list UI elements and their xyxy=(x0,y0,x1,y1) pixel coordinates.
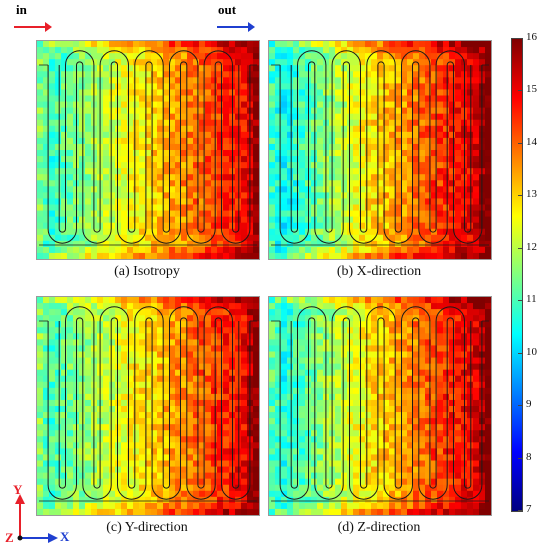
inlet-label: in xyxy=(16,2,27,17)
manifold-line xyxy=(39,64,257,246)
temperature-field xyxy=(269,41,491,259)
colorbar-tick-mark xyxy=(518,247,522,249)
colorbar-tick-label: 7 xyxy=(526,503,532,515)
colorbar-tick-label: 13 xyxy=(526,188,537,201)
manifold-line xyxy=(271,64,489,246)
inlet-arrow-icon xyxy=(14,22,52,32)
colorbar-tick-label: 10 xyxy=(526,345,537,358)
colorbar-tick-mark xyxy=(518,300,522,302)
manifold-line xyxy=(39,320,257,502)
colorbar-tick-label: 15 xyxy=(526,83,537,96)
caption-y-direction: (c) Y-direction xyxy=(106,520,188,535)
colorbar-tick-label: 16 xyxy=(526,31,537,43)
colorbar-tick-mark xyxy=(518,195,522,197)
colorbar-tick-mark xyxy=(518,38,522,39)
serpentine-channel xyxy=(47,306,251,500)
serpentine-channel xyxy=(279,306,483,500)
colorbar xyxy=(511,38,523,512)
panel-isotropy xyxy=(36,40,260,260)
colorbar-tick-label: 12 xyxy=(526,240,537,253)
colorbar-tick-mark xyxy=(518,90,522,92)
x-axis-label: X xyxy=(60,529,70,544)
panel-z-direction xyxy=(268,296,492,516)
caption-x-direction: (b) X-direction xyxy=(336,264,422,279)
panel-y-direction xyxy=(36,296,260,516)
colorbar-tick-label: 9 xyxy=(526,398,532,411)
y-axis-label: Y xyxy=(13,482,23,497)
colorbar-tick-label: 11 xyxy=(526,293,537,306)
colorbar-tick-mark xyxy=(518,142,522,144)
colorbar-tick-label: 8 xyxy=(526,450,532,463)
temperature-field xyxy=(37,297,259,515)
temperature-field xyxy=(269,297,491,515)
colorbar-tick-mark xyxy=(518,510,522,511)
caption-isotropy: (a) Isotropy xyxy=(114,264,180,279)
colorbar-tick-mark xyxy=(518,405,522,407)
colorbar-tick-label: 14 xyxy=(526,135,537,148)
outlet-arrow-icon xyxy=(217,22,255,32)
z-axis-label: Z xyxy=(5,530,14,545)
caption-z-direction: (d) Z-direction xyxy=(337,520,421,535)
serpentine-channel xyxy=(279,50,483,244)
outlet-label: out xyxy=(218,2,237,17)
panel-x-direction xyxy=(268,40,492,260)
colorbar-tick-mark xyxy=(518,352,522,354)
axis-triad-icon xyxy=(15,494,58,543)
manifold-line xyxy=(271,320,489,502)
serpentine-channel xyxy=(47,50,251,244)
temperature-field xyxy=(37,41,259,259)
colorbar-tick-mark xyxy=(518,457,522,459)
